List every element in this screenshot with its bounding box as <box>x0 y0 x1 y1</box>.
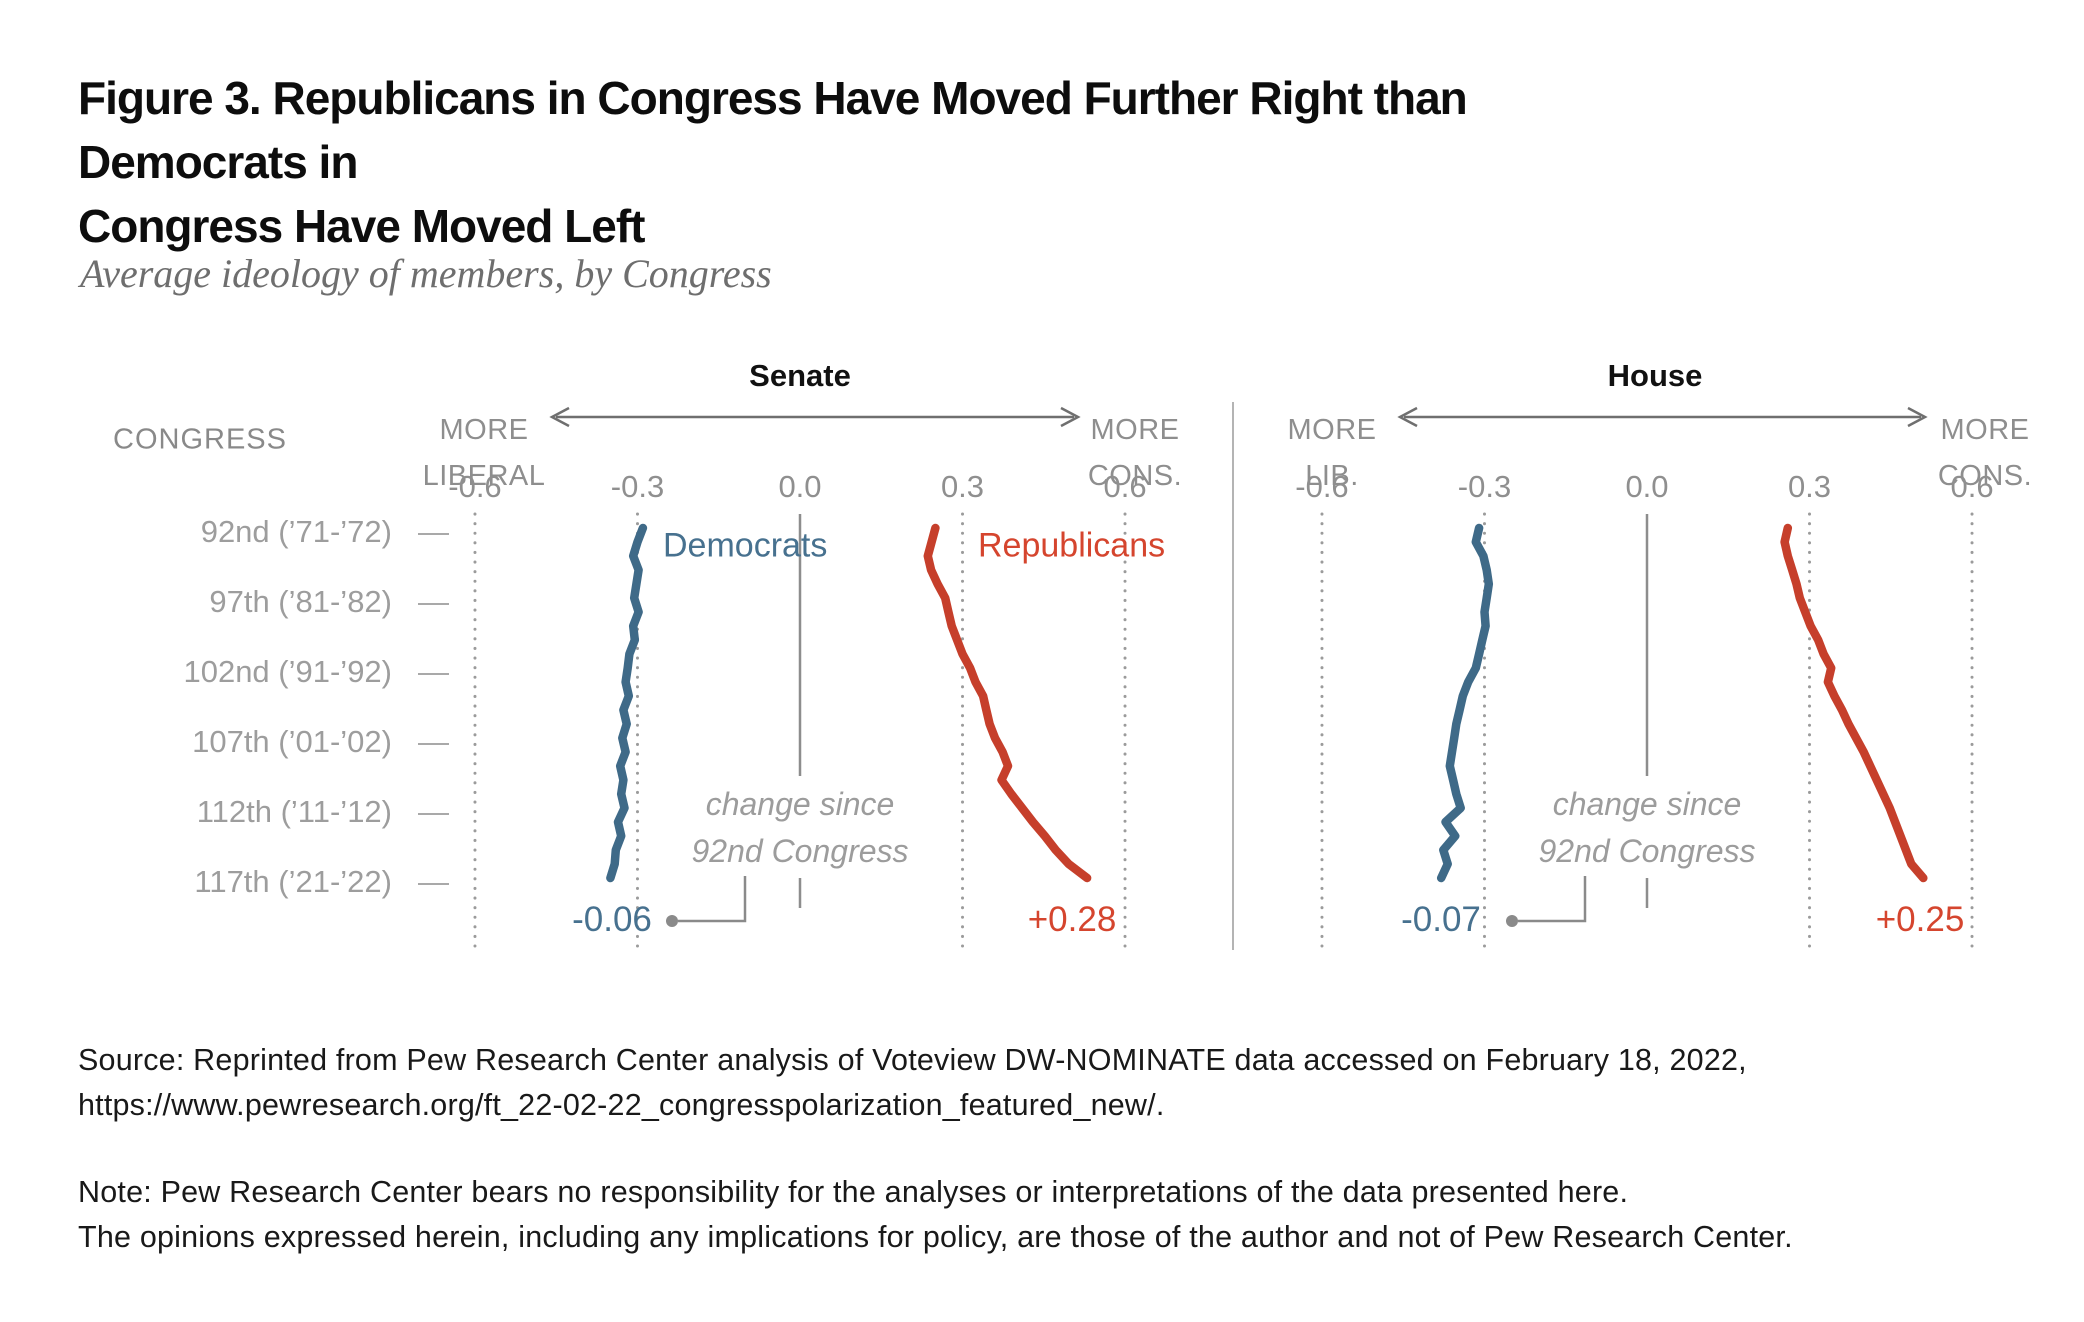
senate-republican-change-value: +0.28 <box>1027 900 1117 939</box>
congress-axis-header: CONGRESS <box>113 423 287 456</box>
tick-label-senate--0.6: -0.6 <box>448 469 502 504</box>
legend-republicans: Republicans <box>978 526 1166 565</box>
row-tick-dash: — <box>418 654 449 689</box>
senate-change-annotation: change since 92nd Congress <box>681 781 919 875</box>
source-text: Source: Reprinted from Pew Research Cent… <box>78 1038 1747 1128</box>
house-democrat-change-value: -0.07 <box>1401 900 1481 939</box>
figure-title-line2: Congress Have Moved Left <box>78 200 645 252</box>
arrow-right-icon <box>1060 406 1081 428</box>
tick-label-senate-0.6: 0.6 <box>1103 469 1147 504</box>
callout-elbow-line <box>1518 876 1587 923</box>
tick-label-house--0.3: -0.3 <box>1457 469 1512 504</box>
figure-title-line1: Figure 3. Republicans in Congress Have M… <box>78 72 1468 188</box>
house-republican-change-value: +0.25 <box>1875 900 1965 939</box>
figure-subtitle: Average ideology of members, by Congress <box>80 251 772 296</box>
note-text: Note: Pew Research Center bears no respo… <box>78 1170 1793 1260</box>
row-label-117: 117th (’21-’22) <box>194 864 392 899</box>
source-line2: https://www.pewresearch.org/ft_22-02-22_… <box>78 1088 1165 1122</box>
callout-dot <box>1506 915 1518 927</box>
tick-label-senate--0.3: -0.3 <box>610 469 665 504</box>
panel-title-senate: Senate <box>749 358 851 393</box>
house-republicans-line <box>1780 523 1928 883</box>
tick-label-senate-0.3: 0.3 <box>940 469 985 504</box>
row-label-102: 102nd (’91-’92) <box>183 654 392 689</box>
senate-more-liberal-label: MORE LIBERAL <box>422 414 546 492</box>
house-change-annotation: change since 92nd Congress <box>1528 781 1766 875</box>
senate-democrats-line <box>606 523 648 883</box>
senate-republicans-line <box>923 523 1092 883</box>
callout-dot <box>666 915 678 927</box>
panel-title-house: House <box>1607 358 1703 393</box>
house-more-liberal-label: MORE LIB. <box>1287 414 1377 492</box>
senate-more-conservative-label: MORE CONS. <box>1087 414 1183 492</box>
row-label-112: 112th (’11-’12) <box>196 794 392 829</box>
row-tick-dash: — <box>418 724 449 759</box>
row-label-97: 97th (’81-’82) <box>209 584 392 619</box>
tick-label-house--0.6: -0.6 <box>1295 469 1349 504</box>
tick-label-house-0.3: 0.3 <box>1787 469 1832 504</box>
arrow-left-icon <box>1397 406 1418 428</box>
tick-label-house-0.0: 0.0 <box>1625 469 1669 504</box>
figure-title: Figure 3. Republicans in Congress Have M… <box>78 66 1638 258</box>
row-label-92: 92nd (’71-’72) <box>200 514 392 549</box>
arrow-right-icon <box>1907 406 1928 428</box>
callout-elbow-line <box>678 876 747 923</box>
house-democrats-line <box>1436 523 1494 883</box>
row-tick-dash: — <box>418 514 449 549</box>
row-tick-dash: — <box>418 864 449 899</box>
arrow-left-icon <box>549 406 570 428</box>
house-more-conservative-label: MORE CONS. <box>1937 414 2033 492</box>
tick-label-house-0.6: 0.6 <box>1950 469 1994 504</box>
note-line2: The opinions expressed herein, including… <box>78 1220 1793 1254</box>
source-line1: Source: Reprinted from Pew Research Cent… <box>78 1043 1747 1077</box>
row-tick-dash: — <box>418 584 449 619</box>
legend-democrats: Democrats <box>663 526 828 565</box>
row-tick-dash: — <box>418 794 449 829</box>
note-line1: Note: Pew Research Center bears no respo… <box>78 1175 1629 1209</box>
tick-label-senate-0.0: 0.0 <box>778 469 822 504</box>
row-label-107: 107th (’01-’02) <box>192 724 392 759</box>
senate-democrat-change-value: -0.06 <box>572 900 652 939</box>
